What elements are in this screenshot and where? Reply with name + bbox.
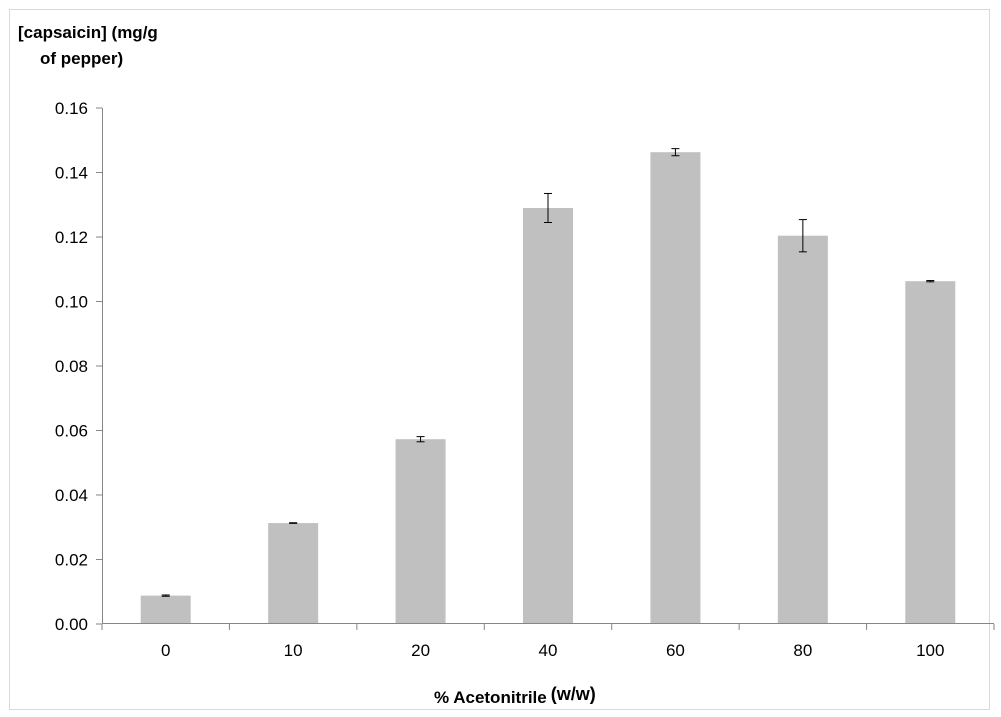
y-tick-label: 0.12: [55, 228, 88, 247]
bar-10: [268, 523, 319, 624]
bar-60: [650, 152, 701, 624]
y-axis-label-line1: [capsaicin] (mg/g: [18, 23, 158, 42]
x-tick-label: 80: [793, 641, 812, 660]
y-axis-ticks: 0.00 0.02 0.04 0.06 0.08 0.10 0.12 0.14 0.16: [55, 99, 102, 634]
y-tick-label: 0.14: [55, 164, 88, 183]
y-axis-label-line2: of pepper): [40, 49, 123, 68]
y-tick-label: 0.16: [55, 99, 88, 118]
bar-0: [140, 595, 191, 624]
x-axis-label-unit: (w/w): [551, 684, 596, 704]
bar-20: [395, 439, 446, 624]
bars: [140, 152, 956, 624]
x-tick-label: 0: [161, 641, 170, 660]
x-tick-label: 100: [916, 641, 944, 660]
error-bars: [161, 148, 935, 597]
bar-40: [523, 207, 573, 624]
y-tick-label: 0.10: [55, 293, 88, 312]
bar-80: [777, 235, 828, 624]
bar-100: [905, 281, 956, 624]
y-tick-label: 0.04: [55, 486, 88, 505]
x-tick-label: 40: [539, 641, 558, 660]
chart-frame: [9, 9, 990, 710]
x-axis-ticks: 0 10 20 40 60 80 100: [101, 624, 995, 660]
y-tick-label: 0.00: [55, 615, 88, 634]
y-tick-label: 0.08: [55, 357, 88, 376]
x-tick-label: 10: [284, 641, 303, 660]
y-tick-label: 0.02: [55, 551, 88, 570]
x-tick-label: 60: [666, 641, 685, 660]
y-tick-label: 0.06: [55, 422, 88, 441]
x-tick-label: 20: [411, 641, 430, 660]
x-axis-label: % Acetonitrile (w/w): [434, 684, 596, 707]
x-axis-label-main: % Acetonitrile: [434, 688, 547, 707]
